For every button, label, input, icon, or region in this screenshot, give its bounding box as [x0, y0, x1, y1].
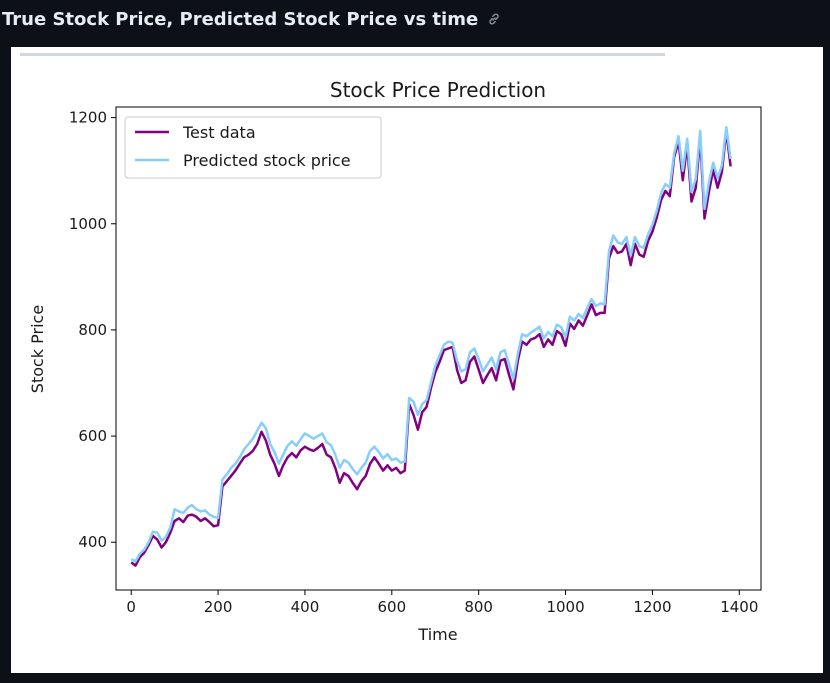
chart: 0 200 400 600 800 1000 1200 1400 400 600 800 1000 12…: [28, 78, 762, 644]
x-tick-label: 200: [204, 598, 233, 616]
legend-box: [124, 116, 382, 179]
card-top-divider: [20, 53, 665, 56]
page-title: True Stock Price, Predicted Stock Price …: [2, 8, 479, 30]
y-tick-label: 1200: [69, 109, 107, 127]
y-tick-label: 400: [78, 533, 107, 551]
x-tick-label: 1400: [720, 598, 758, 616]
chart-title: Stock Price Prediction: [330, 78, 546, 102]
chart-card: 0 200 400 600 800 1000 1200 1400 400 600 800 1000 12…: [11, 47, 823, 673]
y-tick-label: 1000: [69, 215, 107, 233]
series-line-predicted-stock-price: [130, 125, 732, 563]
page-heading: True Stock Price, Predicted Stock Price …: [2, 6, 502, 32]
x-tick-label: 400: [291, 598, 320, 616]
legend: Test data Predicted stock price: [124, 116, 382, 179]
series-line-test-data: [130, 129, 732, 567]
y-tick-label: 600: [78, 427, 107, 445]
x-tick-label: 800: [464, 598, 493, 616]
ticks-layer: 0 200 400 600 800 1000 1200 1400 400 600 800 1000 12…: [69, 109, 759, 616]
x-tick-label: 1200: [633, 598, 671, 616]
x-axis-label: Time: [417, 625, 457, 644]
y-tick-label: 800: [78, 321, 107, 339]
link-icon[interactable]: [486, 11, 502, 27]
x-tick-label: 600: [377, 598, 406, 616]
x-tick-label: 1000: [546, 598, 584, 616]
y-axis-label: Stock Price: [28, 305, 47, 393]
axes-frame: [115, 106, 762, 591]
series-layer: [130, 125, 732, 567]
legend-label-test-data: Test data: [182, 123, 256, 142]
x-tick-label: 0: [126, 598, 136, 616]
legend-label-predicted: Predicted stock price: [183, 151, 351, 170]
